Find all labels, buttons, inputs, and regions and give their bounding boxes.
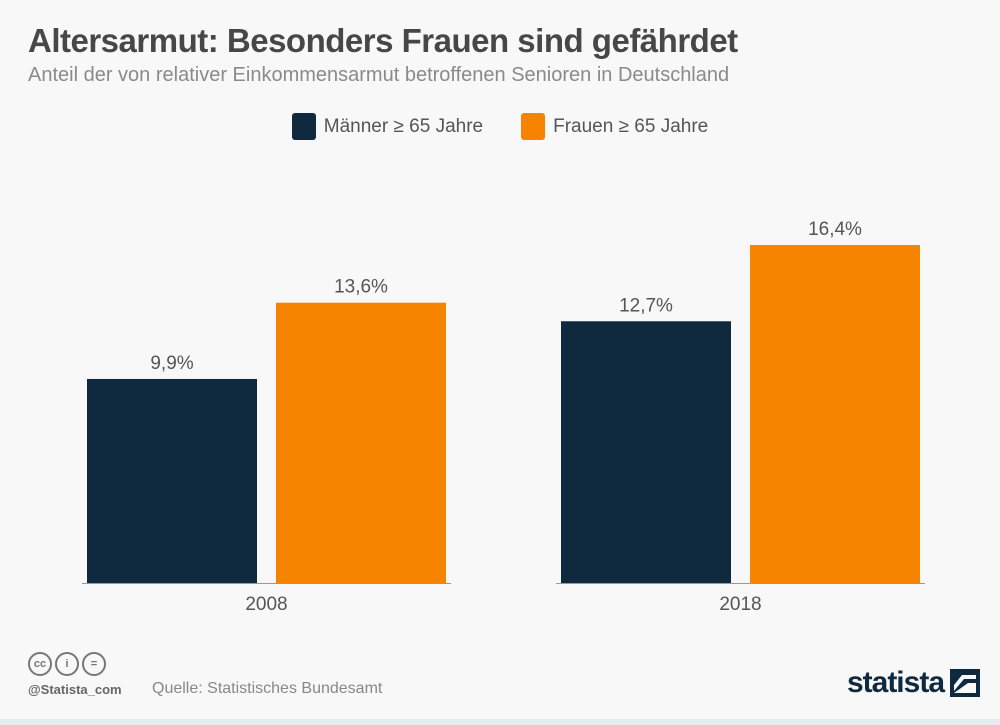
nd-icon: = — [82, 652, 106, 676]
bar-2008-1 — [276, 302, 446, 583]
by-icon: i — [55, 652, 79, 676]
bar-2018-1 — [750, 245, 920, 583]
statista-handle[interactable]: @Statista_com — [28, 682, 122, 697]
data-label-2018-1: 16,4% — [808, 219, 862, 240]
statista-logo-icon — [950, 669, 980, 697]
legend: Männer ≥ 65 Jahre Frauen ≥ 65 Jahre — [0, 113, 1000, 140]
legend-label-frauen: Frauen ≥ 65 Jahre — [553, 115, 709, 137]
chart-subtitle: Anteil der von relativer Einkommensarmut… — [28, 64, 730, 86]
chart-title: Altersarmut: Besonders Frauen sind gefäh… — [28, 22, 738, 59]
cc-icon: cc — [28, 652, 52, 676]
legend-swatch-maenner — [291, 113, 316, 140]
x-tick-label-2018: 2018 — [719, 594, 761, 615]
bar-2008-0 — [87, 378, 257, 583]
data-label-2008-1: 13,6% — [334, 277, 388, 298]
x-tick-label-2008: 2008 — [245, 594, 287, 615]
bar-chart: 9,9% 13,6% 2008 12,7% 16,4% 2018 — [82, 219, 925, 615]
data-label-2018-0: 12,7% — [619, 295, 673, 316]
legend-label-maenner: Männer ≥ 65 Jahre — [323, 115, 484, 137]
bottom-border — [0, 719, 1000, 725]
statista-logo[interactable]: statista — [847, 666, 980, 700]
data-label-2008-0: 9,9% — [150, 353, 193, 374]
legend-item-frauen: Frauen ≥ 65 Jahre — [521, 113, 708, 140]
logo-text: statista — [846, 666, 945, 699]
legend-swatch-frauen — [521, 113, 546, 140]
bar-2018-0 — [561, 321, 731, 583]
legend-item-maenner: Männer ≥ 65 Jahre — [291, 113, 484, 140]
source-note: Quelle: Statistisches Bundesamt — [152, 680, 383, 697]
license-icons: cc i = — [28, 652, 106, 676]
